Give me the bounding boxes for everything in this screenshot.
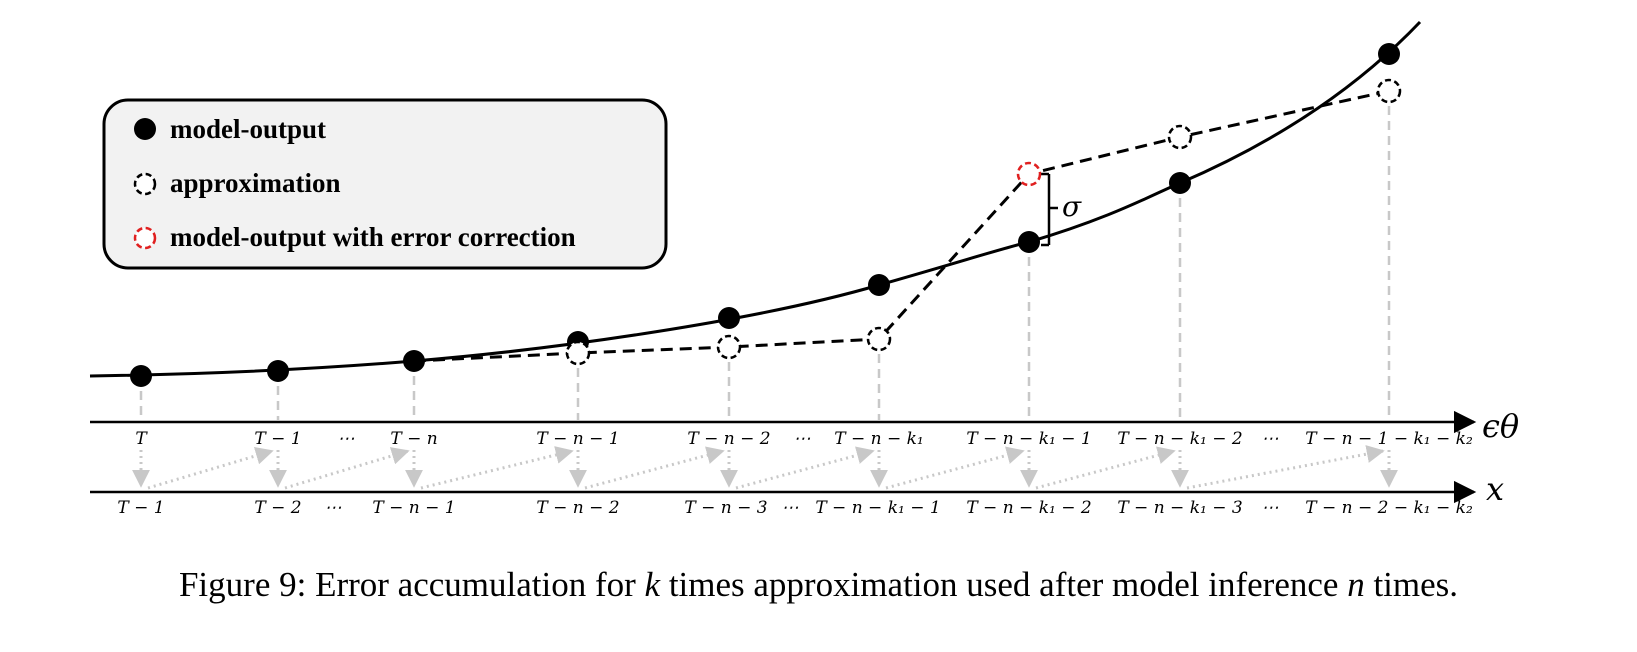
model-output-point [868,274,890,296]
model-output-point [1018,231,1040,253]
bottom-tick-label: T − n − 2 [536,498,619,518]
top-ellipsis: ⋯ [338,429,355,449]
bottom-tick-label: T − 1 [117,498,164,518]
caption-suffix: times. [1364,565,1459,604]
bottom-axis-name: x [1486,470,1504,508]
bottom-ellipsis: ⋯ [782,498,799,518]
model-output-point [1169,172,1191,194]
model-output-point [1378,43,1400,65]
step-arrow-diagonal [735,446,875,490]
approximation-point [866,326,892,352]
bottom-tick-label: T − n − k₁ − 2 [966,498,1091,518]
model-output-point [718,307,740,329]
figure-caption: Figure 9: Error accumulation for k times… [0,565,1637,605]
top-tick-label: T − n − 1 − k₁ − k₂ [1305,429,1473,449]
top-tick-label: T − n − 1 [536,429,619,449]
approximation-points [565,78,1402,366]
caption-k: k [644,565,661,604]
model-output-point [130,365,152,387]
step-arrows [132,445,1398,490]
step-arrow-diagonal [420,446,574,490]
model-output-point [267,360,289,382]
top-tick-label: T − 1 [254,429,301,449]
bottom-tick-label: T − n − 2 − k₁ − k₂ [1305,498,1473,518]
top-tick-label: T − n − k₁ [834,429,924,449]
top-tick-label: T [135,429,148,449]
bottom-ellipsis: ⋯ [1262,498,1279,518]
top-ellipsis: ⋯ [794,429,811,449]
model-output-curve [89,20,1422,378]
error-correction-point [1016,161,1042,187]
step-arrow-diagonal [885,446,1025,490]
legend: model-output approximation model-output … [102,98,668,270]
step-arrow-diagonal [1035,446,1176,490]
legend-label-approximation: approximation [170,168,341,198]
caption-prefix: Figure 9: Error accumulation for [178,565,645,604]
step-arrow-diagonal [584,446,725,490]
legend-marker-error-correction [133,226,157,250]
top-tick-label: T − n − 2 [687,429,770,449]
approximation-point [565,340,591,366]
caption-middle: times approximation used after model inf… [660,565,1348,604]
top-tick-label: T − n − k₁ − 2 [1117,429,1242,449]
bottom-tick-label: T − n − 1 [372,498,455,518]
approximation-point [1167,124,1193,150]
step-arrow-diagonal [147,447,274,490]
legend-marker-model-output [134,118,156,140]
bottom-ellipsis: ⋯ [325,498,342,518]
bottom-tick-label: T − n − k₁ − 1 [815,498,940,518]
step-arrow-diagonal [284,447,410,490]
caption-n: n [1347,565,1365,604]
model-output-point [403,350,425,372]
bottom-tick-label: T − n − k₁ − 3 [1117,498,1242,518]
top-ellipsis: ⋯ [1262,429,1279,449]
approximation-point [716,334,742,360]
sigma-bracket [1041,172,1058,247]
top-tick-label: T − n [390,429,437,449]
top-tick-labels: T T − 1 T − n T − n − 1 T − n − 2 T − n … [135,429,1473,449]
bottom-tick-labels: T − 1 T − 2 T − n − 1 T − n − 2 T − n − … [117,498,1473,518]
legend-marker-approximation [133,172,157,196]
approximation-point [1376,78,1402,104]
bottom-tick-label: T − n − 3 [684,498,767,518]
legend-label-model-output: model-output [170,114,326,144]
step-arrow-diagonal [1186,445,1385,490]
legend-label-error-correction: model-output with error correction [170,222,576,252]
error-accumulation-diagram: σ ϵθ x T T − 1 T − n T − n − 1 T − n − 2… [89,20,1519,518]
legend-box [102,98,668,270]
bottom-tick-label: T − 2 [254,498,301,518]
sigma-label: σ [1062,190,1082,223]
top-tick-label: T − n − k₁ − 1 [966,429,1091,449]
top-axis-name: ϵθ [1482,407,1519,445]
